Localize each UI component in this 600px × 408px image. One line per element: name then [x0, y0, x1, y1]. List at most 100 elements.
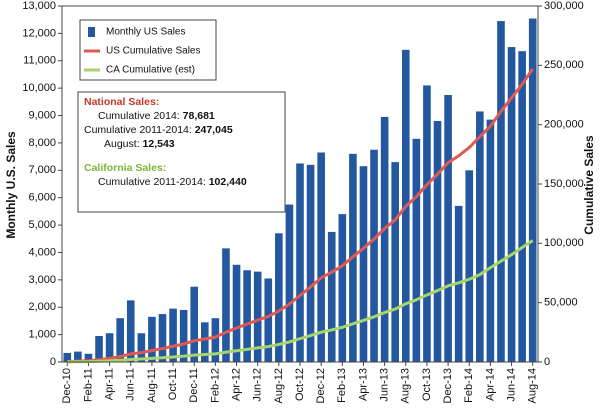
- bar: [200, 322, 209, 362]
- bar: [116, 318, 124, 362]
- bar: [222, 248, 230, 362]
- x-tick-label: Oct-12: [294, 368, 306, 401]
- bar: [84, 353, 93, 362]
- bar: [359, 166, 368, 362]
- x-tick-label: Aug-12: [273, 368, 285, 403]
- bar: [317, 152, 325, 362]
- x-tick-label: Apr-14: [484, 368, 496, 401]
- y-tick-label: 11,000: [23, 55, 56, 67]
- x-tick-label: Feb-14: [463, 368, 475, 403]
- y-tick-label: 13,000: [22, 0, 56, 12]
- y2-tick-label: 300,000: [544, 0, 584, 12]
- bar: [95, 335, 103, 362]
- x-tick-label: Aug-11: [146, 368, 158, 403]
- bar: [63, 352, 72, 362]
- x-tick-label: Apr-13: [357, 368, 369, 401]
- bar: [518, 51, 526, 362]
- annotation-label: Cumulative 2011-2014:: [98, 176, 209, 188]
- x-tick-label: Dec-12: [315, 368, 327, 403]
- bar: [211, 318, 220, 362]
- annotation-heading: California Sales:: [84, 162, 166, 174]
- y2-tick-label: 100,000: [544, 237, 584, 249]
- bar: [105, 333, 114, 362]
- x-tick-label: Jun-12: [252, 368, 264, 402]
- x-tick-label: Jun-11: [125, 368, 137, 401]
- bar: [243, 270, 251, 362]
- y2-tick-label: 50,000: [544, 297, 578, 309]
- y-tick-label: 12,000: [22, 27, 56, 39]
- x-tick-label: Feb-12: [209, 368, 221, 403]
- bar: [232, 264, 241, 362]
- y-tick-label: 10,000: [22, 82, 56, 94]
- annotation-value: 247,045: [195, 124, 233, 136]
- bar: [253, 271, 262, 362]
- bar: [158, 314, 167, 362]
- annotation-value: 12,543: [143, 138, 175, 150]
- annotation-label: Cumulative 2014:: [98, 110, 183, 122]
- legend-label: Monthly US Sales: [106, 27, 185, 38]
- y-tick-label: 6,000: [28, 192, 56, 204]
- legend-label: CA Cumulative (est): [106, 65, 195, 76]
- bar: [327, 231, 336, 362]
- bar: [306, 164, 315, 362]
- x-tick-label: Oct-11: [167, 368, 179, 400]
- bar: [296, 163, 304, 362]
- bar: [275, 233, 283, 362]
- y-tick-label: 2,000: [28, 301, 56, 313]
- bar: [476, 111, 484, 362]
- y-tick-label: 9,000: [28, 109, 56, 121]
- annotation-line: August: 12,543: [104, 138, 175, 150]
- bar: [380, 116, 389, 363]
- bar: [444, 95, 452, 362]
- y-tick-label: 8,000: [28, 137, 56, 149]
- bar: [497, 21, 505, 363]
- x-tick-label: Dec-13: [442, 368, 454, 403]
- line: [67, 67, 534, 364]
- annotation-label: Cumulative 2011-2014:: [84, 124, 195, 136]
- x-tick-label: Oct-13: [421, 368, 433, 401]
- y-tick-label: 0: [50, 356, 56, 368]
- plot-frame: [61, 5, 539, 363]
- y2-tick-label: 250,000: [544, 59, 584, 71]
- x-tick-label: Aug-13: [400, 368, 412, 403]
- x-tick-label: Aug-14: [527, 368, 539, 403]
- bar: [126, 300, 135, 362]
- annotation-box: [77, 91, 286, 213]
- annotation-label: August:: [104, 138, 143, 150]
- bar: [412, 138, 421, 362]
- x-tick-label: Feb-11: [82, 368, 94, 402]
- bar: [179, 309, 188, 362]
- bar: [148, 316, 156, 362]
- x-tick-label: Jun-13: [379, 368, 391, 402]
- bar: [423, 85, 431, 363]
- x-tick-label: Apr-12: [230, 368, 242, 401]
- bar: [285, 204, 294, 362]
- legend-swatch: [88, 27, 95, 37]
- y-tick-label: 1,000: [28, 329, 56, 341]
- x-tick-label: Feb-13: [336, 368, 348, 403]
- bar: [137, 333, 146, 362]
- bar: [169, 308, 177, 362]
- x-tick-label: Dec-11: [188, 368, 200, 403]
- y2-tick-label: 200,000: [544, 119, 584, 131]
- y-tick-label: 7,000: [28, 164, 56, 176]
- annotation-line: Cumulative 2011-2014: 102,440: [98, 176, 247, 188]
- annotation-line: Cumulative 2014: 78,681: [98, 110, 215, 122]
- x-tick-label: Jun-14: [505, 368, 517, 402]
- y-tick-label: 3,000: [28, 274, 56, 286]
- bar: [486, 119, 495, 363]
- y-axis-label: Monthly U.S. Sales: [4, 131, 18, 239]
- bar: [507, 47, 516, 362]
- bar: [433, 121, 442, 362]
- y2-tick-label: 150,000: [544, 178, 584, 190]
- x-tick-label: Apr-11: [104, 368, 116, 400]
- bar: [370, 149, 378, 362]
- bar: [528, 18, 537, 362]
- annotation-line: Cumulative 2011-2014: 247,045: [84, 124, 233, 136]
- x-tick-label: Dec-10: [61, 368, 73, 403]
- bar: [338, 214, 347, 362]
- bar: [190, 286, 199, 362]
- annotation-value: 102,440: [209, 176, 247, 188]
- legend-label: US Cumulative Sales: [106, 46, 200, 57]
